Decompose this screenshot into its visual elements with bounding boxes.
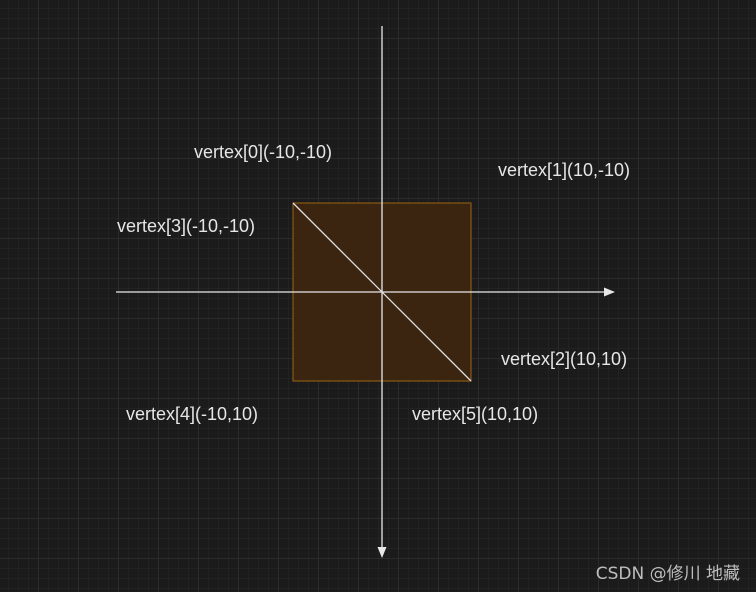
x-axis-arrow-icon <box>604 287 615 297</box>
vertex-4-label: vertex[4](-10,10) <box>126 404 259 424</box>
vertex-5-label: vertex[5](10,10) <box>412 404 539 424</box>
vertex-3-label: vertex[3](-10,-10) <box>117 216 256 236</box>
vertex-2-label: vertex[2](10,10) <box>501 349 628 369</box>
vertex-1-label: vertex[1](10,-10) <box>498 160 631 180</box>
y-axis-arrow-icon <box>377 547 387 558</box>
csdn-watermark: CSDN @修川 地藏 <box>595 564 740 584</box>
triangle-diagonal <box>292 202 472 382</box>
vertex-0-label: vertex[0](-10,-10) <box>194 142 333 162</box>
